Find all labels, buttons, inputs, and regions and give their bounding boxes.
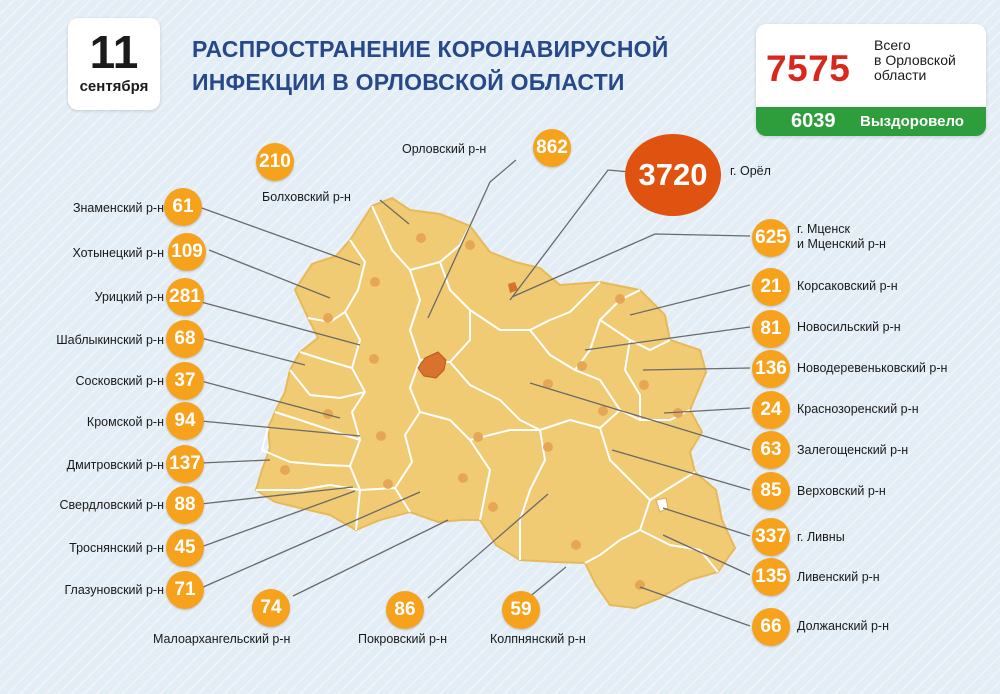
district-dots [280,233,683,590]
marker-bolkhovsky: 210 [256,143,294,181]
label-khotynetsky: Хотынецкий р-н [72,246,164,260]
marker-oryol: 3720 [625,134,721,216]
marker-dolzhansky: 66 [752,608,790,646]
label-uritsky: Урицкий р-н [94,290,164,304]
total-label-line-3: области [874,67,927,83]
mtsensk-city-shape [508,282,518,293]
title-line-1: РАСПРОСТРАНЕНИЕ КОРОНАВИРУСНОЙ [192,36,669,62]
marker-krasnozorensky: 24 [752,391,790,429]
label-kolpnyansky: Колпнянский р-н [490,632,586,646]
total-count: 7575 [766,48,851,89]
district-borders [256,205,719,573]
recovered-count: 6039 [791,110,836,132]
label-sosskovsky: Сосковский р-н [75,374,164,388]
label-trosnyansky: Троснянский р-н [69,541,164,555]
label-mtsensk: г. Мценск и Мценский р-н [797,222,886,252]
marker-novoderevenkovsky: 136 [752,350,790,388]
label-livny: г. Ливны [797,530,845,544]
marker-kolpnyansky: 59 [502,591,540,629]
label-novosilsky: Новосильский р-н [797,320,901,334]
marker-kromskoy: 94 [166,402,204,440]
label-krasnozorensky: Краснозоренский р-н [797,402,919,416]
region-outline [254,196,737,610]
total-label-line-2: в Орловской [874,52,956,68]
page-title: РАСПРОСТРАНЕНИЕ КОРОНАВИРУСНОЙ ИНФЕКЦИИ … [192,33,732,99]
label-novoderevenkovsky: Новодеревеньковский р-н [797,361,948,375]
recovered-bar: 6039 Выздоровело [756,107,986,136]
label-znamensky: Знаменский р-н [72,201,164,215]
label-oryol: г. Орёл [730,164,771,178]
marker-sosskovsky: 37 [166,362,204,400]
date-day: 11 [89,26,139,78]
label-pokrovsky: Покровский р-н [358,632,447,646]
label-sverdlovsky: Свердловский р-н [59,498,165,512]
totals-panel: 7575 Всего в Орловской области 6039 Вызд… [756,24,986,136]
recovered-label: Выздоровело [860,113,964,130]
marker-orlovsky: 862 [533,129,571,167]
marker-livensky: 135 [752,558,790,596]
marker-mtsensk: 625 [752,219,790,257]
label-korsakovsky: Корсаковский р-н [797,279,898,293]
label-orlovsky: Орловский р-н [402,142,487,156]
marker-dmitrovsky: 137 [166,445,204,483]
marker-glazunovsky: 71 [166,571,204,609]
marker-maloarkhangelsky: 74 [252,589,290,627]
label-verkhovsky: Верховский р-н [797,484,886,498]
date-month: сентября [79,78,149,95]
marker-novosilsky: 81 [752,310,790,348]
marker-uritsky: 281 [166,278,204,316]
marker-zaleshchensky: 63 [752,431,790,469]
marker-shablykinsky: 68 [166,320,204,358]
label-kromskoy: Кромской р-н [86,415,164,429]
title-line-2: ИНФЕКЦИИ В ОРЛОВСКОЙ ОБЛАСТИ [192,69,625,95]
label-dolzhansky: Должанский р-н [797,619,889,633]
marker-znamensky: 61 [164,188,202,226]
marker-pokrovsky: 86 [386,591,424,629]
label-shablykinsky: Шаблыкинский р-н [56,333,164,347]
label-glazunovsky: Глазуновский р-н [64,583,164,597]
marker-khotynetsky: 109 [168,233,206,271]
label-livensky: Ливенский р-н [797,570,880,584]
total-label-line-1: Всего [874,37,911,53]
marker-korsakovsky: 21 [752,268,790,306]
label-mtsensk-line-1: г. Мценск [797,222,850,236]
leader-lines [198,159,751,627]
marker-sverdlovsky: 88 [166,486,204,524]
oryol-city-shape [417,351,447,379]
marker-verkhovsky: 85 [752,472,790,510]
label-dmitrovsky: Дмитровский р-н [66,458,164,472]
marker-trosnyansky: 45 [166,529,204,567]
label-mtsensk-line-2: и Мценский р-н [797,237,886,251]
label-bolkhovsky: Болховский р-н [262,190,351,204]
label-zaleshchensky: Залегощенский р-н [797,443,909,457]
total-label: Всего в Орловской области [874,38,984,83]
marker-livny: 337 [752,518,790,556]
date-badge: 11 сентября [68,18,160,110]
label-maloarkhangelsky: Малоархангельский р-н [153,632,291,646]
